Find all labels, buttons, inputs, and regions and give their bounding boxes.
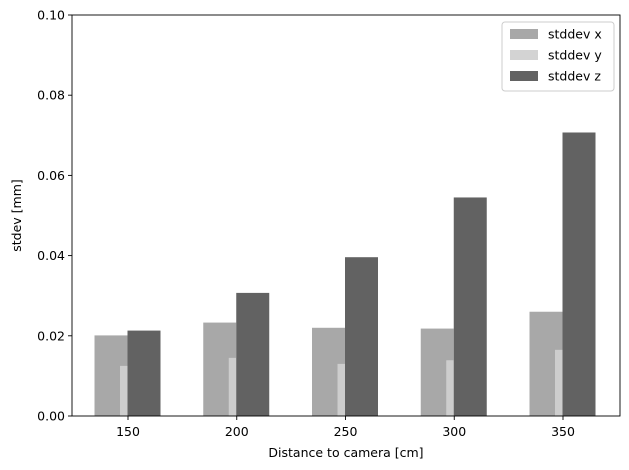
x-tick-label: 350 [551, 424, 575, 439]
bar-stddev-z-250 [345, 257, 378, 416]
x-axis: 150 200 250 300 350 [116, 416, 575, 439]
legend-swatch-stddev-z [510, 71, 538, 81]
bar-stddev-z-150 [127, 330, 161, 416]
legend-swatch-stddev-x [510, 29, 538, 39]
x-tick-label: 300 [442, 424, 466, 439]
x-tick-label: 250 [334, 424, 358, 439]
bar-stddev-z-200 [236, 292, 270, 416]
x-tick-label: 200 [225, 424, 249, 439]
y-axis: 0.00 0.02 0.04 0.06 0.08 0.10 [37, 8, 72, 424]
bar-stddev-z-350 [562, 132, 596, 417]
legend-label-stddev-x: stddev x [548, 27, 602, 42]
plot-frame [71, 14, 621, 417]
bars-group [94, 132, 596, 417]
y-axis-label: stdev [mm] [9, 179, 24, 252]
y-tick-label: 0.06 [37, 168, 65, 183]
x-axis-label: Distance to camera [cm] [268, 445, 423, 460]
y-tick-label: 0.08 [37, 88, 65, 103]
y-tick-label: 0.02 [37, 328, 65, 343]
legend-label-stddev-z: stddev z [548, 69, 601, 84]
bar-stddev-z-300 [453, 197, 487, 416]
legend-label-stddev-y: stddev y [548, 48, 602, 63]
legend: stddev x stddev y stddev z [501, 21, 615, 92]
x-tick-label: 150 [116, 424, 140, 439]
y-tick-label: 0.00 [37, 409, 65, 424]
y-tick-label: 0.04 [37, 248, 65, 263]
legend-swatch-stddev-y [510, 50, 538, 60]
y-tick-label: 0.10 [37, 8, 65, 23]
